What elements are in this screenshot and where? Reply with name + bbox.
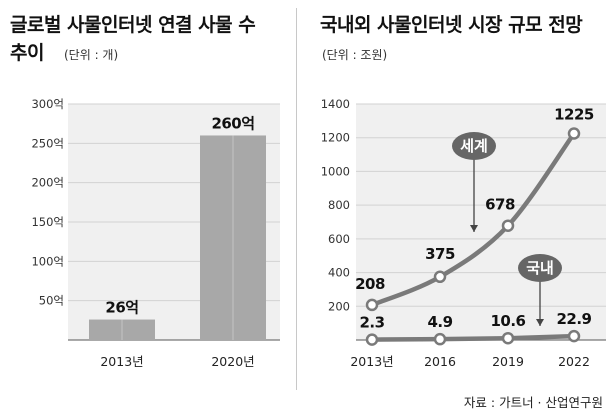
data-point-domestic (365, 333, 379, 346)
right-chart-title: 국내외 사물인터넷 시장 규모 전망 (320, 14, 583, 36)
data-point-domestic (567, 329, 581, 343)
right-chart-panel: 국내외 사물인터넷 시장 규모 전망 (단위 : 조원) 200 400 600 80… (302, 0, 615, 390)
callout-world-arrowhead (470, 225, 478, 232)
data-label-world: 208 (355, 275, 385, 293)
callout-world-bubble (452, 132, 496, 160)
callout-domestic-arrowhead (536, 319, 544, 326)
y-tick-label: 200억 (31, 176, 64, 190)
left-chart-title: 글로벌 사물인터넷 연결 사물 수 (10, 14, 256, 36)
y-tick-label: 300억 (31, 97, 64, 111)
data-label-domestic: 4.9 (427, 313, 452, 331)
callout-domestic-bubble-label: 국내 (526, 259, 554, 277)
bar-chart: 50억 100억 150억 200억 250억 300억 26억 2013년 260억 2020년 (31, 97, 280, 369)
left-chart-panel: 글로벌 사물인터넷 연결 사물 수 추이 (단위 : 개) 50억 100억 150… (0, 0, 290, 390)
line-chart: 200 400 600 800 1000 1200 1400 2013년 2016 2019 202… (321, 97, 606, 369)
y-tick-label: 1000 (321, 164, 350, 178)
y-tick-label: 150억 (31, 215, 64, 229)
data-label-domestic: 22.9 (556, 310, 591, 328)
panel-divider (296, 8, 297, 390)
callout-world-bubble-label: 세계 (460, 137, 488, 155)
data-point-world (567, 127, 581, 140)
y-tick-label: 800 (328, 198, 350, 212)
y-tick-label: 200 (328, 299, 350, 313)
data-point-domestic (433, 332, 447, 346)
x-tick-label: 2016 (424, 354, 456, 369)
y-tick-label: 400 (328, 266, 350, 280)
x-tick-label: 2022 (558, 354, 590, 369)
data-label-domestic: 10.6 (490, 312, 525, 330)
data-point-domestic (501, 331, 515, 345)
y-tick-label: 600 (328, 232, 350, 246)
series-line-world (369, 131, 577, 308)
y-tick-label: 100억 (31, 254, 64, 268)
y-tick-label: 1400 (321, 97, 350, 111)
data-point-world (433, 270, 447, 284)
bar-value-label: 260억 (211, 114, 254, 132)
right-chart-unit: (단위 : 조원) (322, 48, 388, 62)
data-label-world: 678 (485, 196, 515, 214)
data-point-world (365, 298, 379, 312)
x-tick-label: 2019 (492, 354, 524, 369)
data-label-world: 375 (425, 245, 455, 263)
callout-domestic-bubble (518, 254, 562, 282)
x-tick-label: 2020년 (211, 354, 254, 369)
x-tick-label: 2013년 (350, 354, 393, 369)
data-label-domestic: 2.3 (359, 314, 384, 332)
y-tick-label: 1200 (321, 131, 350, 145)
left-chart-title-line2: 추이 (10, 42, 44, 64)
data-point-world (501, 219, 515, 232)
source-note: 자료 : 가트너 · 산업연구원 (463, 395, 603, 410)
x-tick-label: 2013년 (100, 354, 143, 369)
y-tick-label: 50억 (39, 294, 64, 308)
series-line-domestic (371, 333, 575, 342)
bar-value-label: 26억 (105, 299, 138, 317)
y-tick-label: 250억 (31, 136, 64, 150)
data-label-world: 1225 (554, 106, 594, 124)
left-chart-unit: (단위 : 개) (64, 48, 119, 62)
